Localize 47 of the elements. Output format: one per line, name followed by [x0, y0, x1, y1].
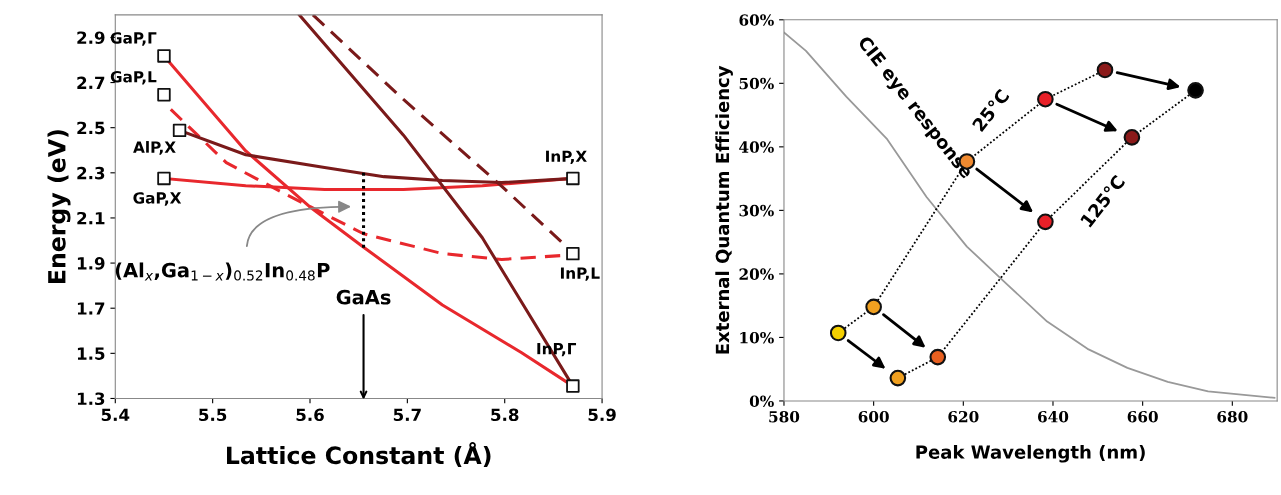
point — [172, 123, 187, 138]
x-tick-label: 600 — [858, 410, 889, 423]
x-tick-label: 5.9 — [588, 408, 616, 422]
y-tick-label: 50% — [739, 77, 774, 90]
x-axis-title: Peak Wavelength (nm) — [916, 444, 1145, 463]
x-axis-title: Lattice Constant (Å) — [227, 441, 491, 468]
annotation: InP,L — [560, 267, 600, 281]
point — [566, 379, 580, 393]
point — [157, 171, 171, 186]
x-tick-label: 5.5 — [199, 408, 227, 422]
x-tick-label: 5.7 — [393, 408, 421, 422]
text: (Al$_{x}$,Ga$_{1−x}$)$_{0.52}$In$_{0.48}$P — [115, 262, 330, 281]
annotation: InP,X — [546, 150, 587, 165]
annotation: AlP,X — [133, 141, 176, 155]
y-tick-label: 1.3 — [77, 392, 105, 406]
y-tick-label: 2.9 — [77, 31, 105, 44]
point — [566, 246, 580, 261]
y-axis-title: Energy (eV) — [47, 130, 71, 283]
y-tick-label: 2.5 — [77, 121, 105, 135]
x-tick-label: 5.6 — [296, 408, 324, 422]
point — [157, 49, 171, 63]
annotation: GaP,Γ — [110, 32, 157, 46]
x-tick-label: 5.8 — [491, 408, 519, 422]
x-tick-label: 660 — [1127, 410, 1158, 423]
annotation: GaP,L — [110, 70, 157, 85]
y-tick-label: 1.7 — [77, 302, 105, 315]
x-tick-label: 580 — [769, 410, 800, 423]
y-tick-label: 1.9 — [77, 257, 105, 270]
x-tick-label: 640 — [1038, 410, 1069, 423]
point — [566, 171, 580, 186]
y-tick-label: 2.1 — [77, 211, 105, 225]
y-tick-label: 60% — [739, 14, 774, 26]
y-tick-label: 10% — [740, 331, 774, 344]
x-tick-label: 680 — [1217, 410, 1248, 423]
y-tick-label: 2.7 — [77, 76, 105, 89]
y-tick-label: 1.5 — [77, 347, 105, 360]
annotation: GaP,X — [133, 192, 182, 206]
x-tick-label: 620 — [948, 410, 979, 423]
y-tick-label: 2.3 — [77, 166, 105, 180]
y-tick-label: 30% — [739, 204, 774, 217]
y-axis-title: External Quantum Efficiency — [715, 65, 733, 354]
y-tick-label: 40% — [739, 141, 774, 153]
x-tick-label: 5.4 — [101, 408, 130, 422]
point — [157, 88, 171, 102]
y-tick-label: 0% — [749, 395, 774, 407]
y-tick-label: 20% — [739, 268, 774, 280]
annotation: GaAs — [336, 289, 391, 305]
